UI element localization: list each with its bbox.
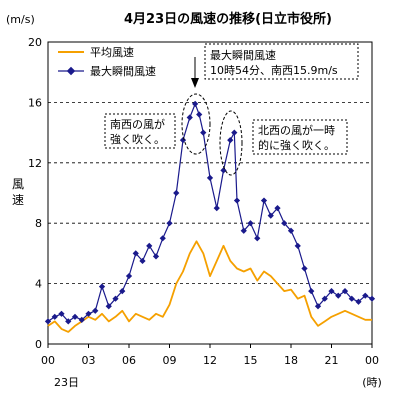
left-annotation-line-2: 強く吹く。 [110,133,165,146]
peak-arrow-head [191,78,199,88]
data-point [335,292,342,299]
y-unit-label: (m/s) [6,13,35,26]
right-annotation-line-1: 北西の風が一時 [258,123,335,137]
data-point [159,235,166,242]
y-axis-label-2: 速 [12,193,24,207]
x-tick-label: 15 [244,354,258,367]
x-axis-ticks: 00 03 06 09 12 15 18 21 00 [41,344,379,367]
series-line [47,240,372,333]
y-axis-label-1: 風 [12,177,24,191]
legend-max-label: 最大瞬間風速 [90,64,156,78]
legend-avg-label: 平均風速 [90,46,134,59]
y-tick-label: 16 [28,96,42,109]
data-point [301,265,308,272]
data-point [227,137,234,144]
y-tick-label: 20 [28,36,42,49]
data-point [254,235,261,242]
data-point [308,288,315,295]
data-point [321,295,328,302]
x-tick-label: 00 [365,354,379,367]
data-point [132,250,139,257]
data-point [341,288,349,295]
x-tick-label: 00 [41,354,55,367]
data-point [240,227,247,234]
data-point [173,189,180,197]
legend-max-marker [66,66,76,76]
data-point [274,204,281,212]
y-tick-label: 4 [35,278,42,291]
data-point [179,137,187,144]
right-annotation-line-2: 的に強く吹く。 [258,138,335,152]
peak-annotation-box [204,43,359,80]
data-point [328,288,335,295]
y-axis-ticks: 0 4 8 12 16 20 [28,36,42,351]
legend: 平均風速 最大瞬間風速 [58,46,156,78]
x-tick-label: 06 [122,354,136,367]
peak-annotation-line-1: 最大瞬間風速 [210,48,276,62]
x-tick-label: 03 [82,354,96,367]
x-unit-label: (時) [362,376,382,389]
peak-ellipse-right [219,110,243,176]
y-tick-label: 8 [35,217,42,230]
data-point [192,100,199,108]
data-point [196,111,203,118]
x-date-label: 23日 [54,376,79,389]
y-tick-label: 12 [28,157,42,170]
data-point [368,295,376,302]
data-point [362,292,369,299]
data-point [348,295,355,302]
data-point [247,220,254,227]
left-annotation-line-1: 南西の風が [110,117,165,131]
x-tick-label: 18 [284,354,298,367]
y-tick-label: 0 [35,338,42,351]
peak-annotation-line-2: 10時54分、南西15.9m/s [210,64,338,77]
data-point [233,197,241,204]
data-point [206,174,214,182]
data-point [314,303,322,310]
data-point [166,220,173,227]
data-point [355,298,362,305]
plot-area [47,41,373,345]
left-annotation-box [104,113,176,149]
x-tick-label: 09 [163,354,177,367]
chart-title: 4月23日の風速の推移(日立市役所) [124,11,332,27]
data-point [294,242,301,249]
peak-ellipse-left [181,93,211,155]
series-average [47,240,372,333]
right-annotation-box [252,119,348,155]
x-tick-label: 21 [325,354,339,367]
x-tick-label: 12 [203,354,217,367]
data-point [186,114,193,121]
